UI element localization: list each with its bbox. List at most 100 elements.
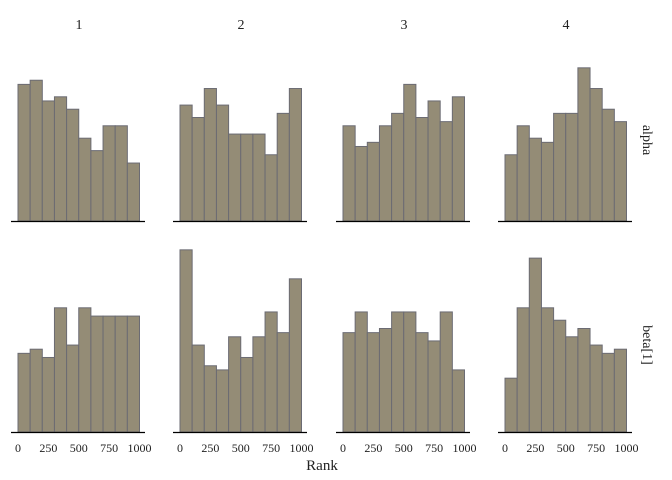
facet-row-label: alpha bbox=[639, 125, 654, 156]
histogram-bar bbox=[66, 344, 80, 433]
x-tick-label: 750 bbox=[587, 441, 605, 455]
histogram-bar bbox=[215, 369, 230, 433]
histogram-bar bbox=[240, 133, 254, 222]
histogram-bar bbox=[553, 112, 567, 222]
histogram-bar bbox=[215, 104, 230, 222]
x-tick-label: 1000 bbox=[128, 441, 152, 455]
x-tick-label: 250 bbox=[526, 441, 544, 455]
histogram-bar bbox=[191, 117, 205, 222]
histogram-bar bbox=[589, 344, 603, 433]
x-axis-label: Rank bbox=[306, 458, 338, 474]
histogram-bar bbox=[41, 356, 55, 433]
histogram-bar bbox=[228, 336, 242, 433]
x-tick-label: 250 bbox=[201, 441, 219, 455]
histogram-bar bbox=[378, 328, 393, 433]
facet-column-label: 3 bbox=[401, 18, 408, 33]
histogram-bar bbox=[78, 307, 92, 433]
histogram-bar bbox=[17, 352, 31, 433]
histogram-bar bbox=[403, 311, 417, 433]
facet-panel: 0 250 500 750 1000 bbox=[11, 307, 152, 455]
histogram-bar bbox=[114, 315, 128, 433]
histogram-bar bbox=[516, 307, 530, 433]
histogram-bar bbox=[78, 137, 92, 222]
x-tick-label: 1000 bbox=[453, 441, 477, 455]
facet-panel: 0 250 500 750 1000 bbox=[498, 257, 639, 455]
facet-column-label: 4 bbox=[563, 18, 570, 33]
facet-column-label: 1 bbox=[76, 18, 83, 33]
histogram-bar bbox=[288, 88, 303, 222]
histogram-bar bbox=[540, 307, 555, 433]
histogram-bar bbox=[504, 154, 518, 222]
histogram-bar bbox=[439, 311, 453, 433]
histogram-bar bbox=[354, 311, 368, 433]
histogram-bar bbox=[378, 125, 393, 222]
histogram-bar bbox=[114, 125, 128, 222]
histogram-bar bbox=[66, 108, 80, 222]
histogram-bar bbox=[540, 141, 555, 222]
histogram-bar bbox=[29, 348, 43, 433]
histogram-bar bbox=[504, 377, 518, 433]
facet-row-label: beta[1] bbox=[639, 325, 654, 365]
histogram-bar bbox=[565, 112, 579, 222]
histogram-bar bbox=[203, 365, 217, 433]
histogram-bar bbox=[427, 100, 441, 222]
histogram-bar bbox=[601, 352, 615, 433]
histogram-bar bbox=[415, 117, 429, 222]
x-tick-label: 500 bbox=[395, 441, 413, 455]
histogram-bar bbox=[528, 257, 542, 433]
x-tick-label: 750 bbox=[100, 441, 118, 455]
histogram-bar bbox=[366, 141, 380, 222]
histogram-bar bbox=[240, 356, 254, 433]
histogram-bar bbox=[228, 133, 242, 222]
histogram-bar bbox=[427, 340, 441, 433]
x-tick-label: 0 bbox=[340, 441, 346, 455]
histogram-bar bbox=[451, 369, 466, 433]
histogram-bar bbox=[276, 332, 290, 433]
histogram-bar bbox=[90, 315, 104, 433]
histogram-bar bbox=[191, 344, 205, 433]
facet-panel bbox=[11, 79, 145, 223]
histogram-bar bbox=[252, 133, 266, 222]
histogram-bar bbox=[342, 125, 356, 222]
x-tick-label: 500 bbox=[232, 441, 250, 455]
facet-panel: 0 250 500 750 1000 bbox=[173, 249, 314, 455]
histogram-bar bbox=[565, 336, 579, 433]
histogram-bar bbox=[264, 154, 278, 222]
histogram-bar bbox=[391, 311, 405, 433]
histogram-bar bbox=[252, 336, 266, 433]
histogram-bar bbox=[264, 311, 278, 433]
histogram-bar bbox=[366, 332, 380, 433]
histogram-bar bbox=[601, 108, 615, 222]
histogram-bar bbox=[102, 125, 116, 222]
facet-panel bbox=[336, 83, 470, 223]
histogram-bar bbox=[126, 315, 140, 433]
histogram-bar bbox=[516, 125, 530, 222]
histogram-bar bbox=[528, 137, 542, 222]
histogram-bar bbox=[17, 83, 31, 222]
x-tick-label: 1000 bbox=[290, 441, 314, 455]
histogram-bar bbox=[342, 332, 356, 433]
histogram-bar bbox=[179, 249, 193, 433]
x-tick-label: 750 bbox=[425, 441, 443, 455]
histogram-bar bbox=[41, 100, 55, 222]
x-tick-label: 0 bbox=[177, 441, 183, 455]
histogram-bar bbox=[613, 121, 627, 222]
histogram-bar bbox=[553, 319, 567, 433]
histogram-bar bbox=[577, 67, 591, 222]
histogram-bar bbox=[354, 145, 368, 222]
facet-panel bbox=[173, 88, 307, 223]
x-tick-label: 0 bbox=[15, 441, 21, 455]
facet-panel bbox=[498, 67, 632, 223]
histogram-bar bbox=[90, 150, 104, 222]
x-tick-label: 750 bbox=[262, 441, 280, 455]
histogram-bar bbox=[403, 83, 417, 222]
histogram-bar bbox=[415, 332, 429, 433]
histogram-bar bbox=[179, 104, 193, 222]
x-tick-label: 500 bbox=[70, 441, 88, 455]
histogram-bar bbox=[589, 88, 603, 222]
histogram-bar bbox=[203, 88, 217, 222]
histogram-bar bbox=[29, 79, 43, 222]
histogram-bar bbox=[126, 162, 140, 222]
x-tick-label: 0 bbox=[502, 441, 508, 455]
